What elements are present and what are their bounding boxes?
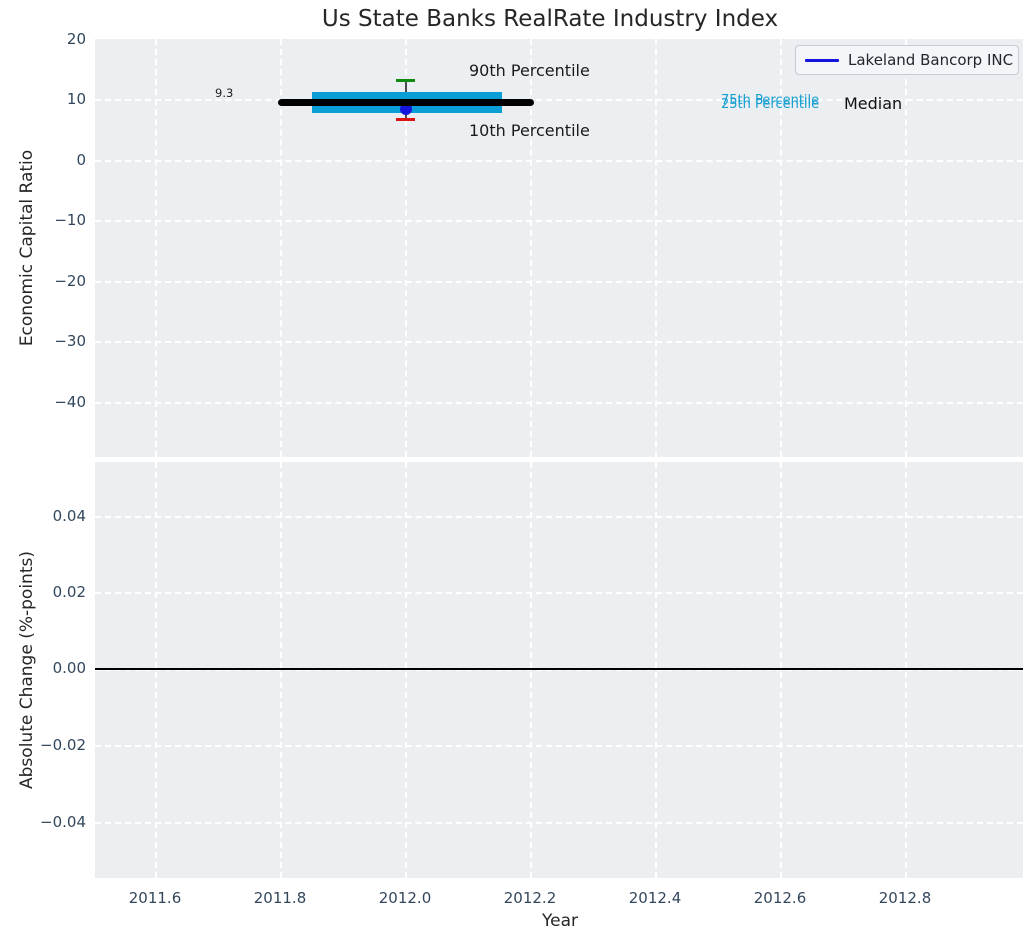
ytick-top: 20 (66, 30, 86, 48)
gridline (530, 462, 532, 878)
bottom-axes (95, 462, 1023, 878)
ytick-bottom: −0.04 (40, 813, 86, 831)
legend-line-sample (805, 58, 839, 62)
gridline (95, 160, 1023, 162)
gridline (405, 462, 407, 878)
company-marker (400, 103, 412, 115)
median-line (278, 99, 534, 106)
gridline (155, 462, 157, 878)
gridline (155, 39, 157, 457)
xtick: 2012.2 (503, 889, 557, 907)
gridline (95, 99, 1023, 101)
xlabel: Year (542, 911, 578, 931)
gridline (905, 462, 907, 878)
ytick-bottom: 0.04 (52, 507, 86, 525)
annotation-25th-percentile: 25th Percentile (721, 97, 820, 112)
xtick: 2011.6 (128, 889, 182, 907)
gridline (95, 669, 1023, 671)
chart-title: Us State Banks RealRate Industry Index (321, 6, 779, 32)
gridline (280, 462, 282, 878)
gridline (780, 39, 782, 457)
gridline (280, 39, 282, 457)
annotation-90th-percentile: 90th Percentile (469, 61, 590, 80)
xtick: 2012.0 (378, 889, 432, 907)
annotation-median-value: 9.3 (215, 86, 234, 100)
xtick: 2012.6 (753, 889, 807, 907)
xtick: 2012.8 (878, 889, 932, 907)
ytick-top: −40 (54, 393, 86, 411)
gridline (905, 39, 907, 457)
gridline (95, 745, 1023, 747)
gridline (530, 39, 532, 457)
top-axes: 90th Percentile 10th Percentile 9.3 75th… (95, 39, 1023, 457)
ytick-top: −30 (54, 332, 86, 350)
p90-whisker-cap (396, 79, 415, 82)
gridline (95, 341, 1023, 343)
ytick-bottom: 0.02 (52, 583, 86, 601)
ytick-top: −20 (54, 272, 86, 290)
gridline (655, 39, 657, 457)
xtick: 2012.4 (628, 889, 682, 907)
gridline (95, 220, 1023, 222)
gridline (95, 281, 1023, 283)
gridline (655, 462, 657, 878)
gridline (405, 39, 407, 457)
gridline (780, 462, 782, 878)
ylabel-top: Economic Capital Ratio (17, 149, 37, 347)
ytick-bottom: −0.02 (40, 736, 86, 754)
zero-line (95, 668, 1023, 670)
ytick-top: −10 (54, 211, 86, 229)
ytick-bottom: 0.00 (52, 659, 86, 677)
ytick-top: 0 (76, 151, 86, 169)
gridline (95, 402, 1023, 404)
annotation-10th-percentile: 10th Percentile (469, 121, 590, 140)
xtick: 2011.8 (253, 889, 307, 907)
gridline (95, 592, 1023, 594)
gridline (95, 822, 1023, 824)
gridline (95, 516, 1023, 518)
annotation-median-label: Median (844, 94, 903, 113)
legend: Lakeland Bancorp INC (795, 45, 1019, 75)
p10-whisker-cap (396, 118, 415, 121)
ytick-top: 10 (66, 90, 86, 108)
annotation-75th-percentile: 75th Percentile (721, 93, 820, 108)
legend-label: Lakeland Bancorp INC (848, 51, 1014, 69)
